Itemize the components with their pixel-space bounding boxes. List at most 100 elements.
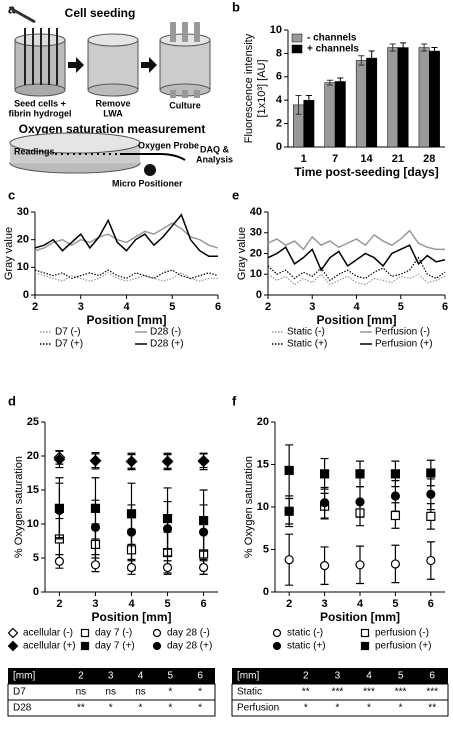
x-tick-label: 3 (92, 598, 98, 610)
rods (24, 28, 58, 85)
y-tick-label: 20 (27, 450, 39, 462)
legend-swatch (291, 44, 303, 54)
table-cell: *** (395, 687, 407, 698)
line (34, 222, 219, 252)
y-axis-label: Fluorescence intensity (243, 33, 255, 143)
y-tick-label: 15 (27, 484, 39, 496)
x-tick-label: 3 (309, 301, 315, 313)
y-tick-label: 40 (250, 206, 262, 218)
legend-label: D28 (+) (150, 339, 184, 350)
marker (54, 505, 65, 515)
y-axis-label: % Oxygen saturation (13, 456, 25, 558)
step-label: fibrin hydrogel (9, 108, 72, 118)
y-axis-label: Gray value (3, 227, 15, 280)
legend-label: static (+) (287, 641, 326, 652)
marker (272, 641, 282, 651)
marker (198, 527, 209, 537)
y-tick-label: 4 (276, 94, 283, 106)
bar (397, 47, 409, 148)
marker (161, 455, 174, 468)
table-cell: * (198, 687, 202, 698)
marker (125, 455, 138, 468)
marker (390, 559, 401, 569)
legend-label: perfusion (-) (375, 628, 429, 639)
diagram-label: Micro Positioner (112, 178, 183, 188)
marker (360, 641, 370, 651)
error-bar (337, 77, 344, 86)
y-tick-label: 5 (263, 543, 269, 555)
legend-label: day 7 (+) (95, 641, 135, 652)
table-row (231, 699, 449, 717)
table-cell: D28 (13, 703, 32, 714)
diagram-label: Readings (14, 146, 55, 156)
y-tick-label: 25 (27, 416, 39, 428)
y-tick-label: 10 (17, 261, 29, 273)
legend-label: + channels (307, 44, 359, 55)
marker (152, 641, 162, 651)
x-tick-label: 6 (442, 301, 448, 313)
table-cell: ns (76, 687, 87, 698)
marker (319, 469, 330, 479)
error-bar (431, 47, 438, 56)
table-header-cell: 2 (78, 671, 84, 682)
y-tick-label: 10 (27, 518, 39, 530)
x-tick-label: 2 (56, 598, 62, 610)
table-cell: ns (105, 687, 116, 698)
legend-label: acellular (-) (23, 628, 73, 639)
table-header-cell: 5 (398, 671, 404, 682)
error-bar (368, 50, 375, 66)
table-header-cell: [mm] (237, 671, 259, 682)
legend-label: static (-) (287, 628, 323, 639)
table-header-cell: 3 (335, 671, 341, 682)
schematic: a Cell seeding Seed cells + fibrin hydro… (8, 1, 233, 188)
marker (426, 468, 436, 478)
bar (355, 60, 367, 148)
x-axis-label: Position [mm] (317, 313, 397, 327)
legend-label: perfusion (+) (375, 641, 431, 652)
x-tick-label: 5 (398, 301, 404, 313)
error-bar (358, 55, 365, 66)
table-cell: * (198, 703, 202, 714)
panel-label: d (8, 393, 16, 408)
marker (90, 522, 101, 533)
table-header-cell: [mm] (13, 671, 35, 682)
marker (426, 555, 436, 566)
marker (390, 469, 401, 479)
marker (80, 628, 90, 638)
marker (198, 562, 209, 573)
marker (54, 556, 65, 567)
y-tick-label: 6 (276, 71, 282, 83)
table-cell: * (304, 703, 308, 714)
legend-label: day 28 (-) (167, 628, 210, 639)
panel-label: f (232, 393, 237, 408)
positioner (144, 164, 156, 176)
table-cell: * (109, 703, 113, 714)
panel-label: c (8, 187, 15, 202)
y-tick-label: 0 (23, 289, 29, 301)
marker (162, 524, 173, 534)
table-header-cell: 4 (366, 671, 372, 682)
y-axis-label: % Oxygen saturation (243, 456, 255, 558)
legend-label: day 28 (+) (167, 641, 212, 652)
y-axis-label: [1x10³] [AU] (256, 59, 268, 117)
error-bar (326, 79, 333, 86)
x-axis-label: Position [mm] (320, 610, 400, 624)
error-bar (400, 42, 407, 53)
table-cell: * (367, 703, 371, 714)
y-axis-label: Gray value (236, 227, 248, 280)
marker (272, 628, 282, 638)
table-header-cell: 6 (429, 671, 435, 682)
y-tick-label: 30 (17, 206, 29, 218)
y-tick-label: 0 (33, 586, 39, 598)
marker (53, 453, 66, 466)
x-tick-label: 6 (215, 301, 221, 313)
table-cell: * (399, 703, 403, 714)
x-tick-label: 6 (201, 598, 207, 610)
x-tick-label: 3 (78, 301, 84, 313)
table-header (232, 668, 448, 684)
y-tick-label: 0 (276, 141, 282, 153)
legend-label: day 7 (-) (95, 628, 132, 639)
panel-label: b (232, 0, 240, 14)
